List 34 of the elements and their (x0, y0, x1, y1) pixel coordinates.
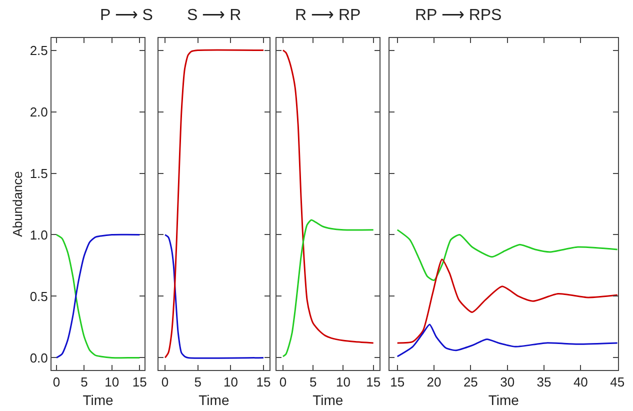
x-tick-label: 15 (256, 374, 271, 390)
x-tick-label: 15 (390, 374, 405, 390)
x-axis-title: Time (312, 392, 344, 408)
x-tick-label: 10 (336, 374, 350, 390)
x-tick-label: 15 (366, 374, 381, 390)
x-tick-label: 0 (161, 374, 169, 390)
y-tick-label: 0.5 (30, 288, 48, 304)
y-axis-title: Abundance (10, 171, 25, 237)
y-tick-label: 0.0 (30, 350, 48, 366)
y-tick-label: 1.0 (30, 227, 48, 242)
x-axis-title: Time (82, 392, 114, 408)
chart-title: RP ⟶ RPS (415, 7, 502, 24)
chart-title: S ⟶ R (187, 7, 242, 24)
x-tick-label: 30 (500, 374, 515, 390)
x-tick-label: 10 (223, 374, 238, 390)
x-tick-label: 0 (52, 374, 60, 390)
x-tick-label: 25 (463, 374, 478, 390)
y-tick-label: 2.0 (30, 104, 48, 120)
x-tick-label: 5 (80, 374, 88, 390)
x-tick-label: 10 (104, 374, 120, 390)
x-tick-label: 20 (426, 374, 442, 390)
x-tick-label: 5 (309, 374, 317, 390)
x-tick-label: 45 (610, 374, 625, 390)
x-tick-label: 40 (573, 374, 588, 390)
x-tick-label: 0 (279, 374, 287, 390)
y-tick-label: 2.5 (30, 42, 48, 58)
x-tick-label: 5 (194, 374, 202, 390)
y-tick-label: 1.5 (30, 166, 48, 181)
chart-title: P ⟶ S (100, 7, 153, 24)
x-axis-title: Time (488, 392, 520, 408)
x-tick-label: 15 (132, 374, 147, 390)
x-axis-title: Time (198, 392, 230, 408)
chart-title: R ⟶ RP (295, 7, 361, 24)
x-tick-label: 35 (536, 374, 552, 390)
